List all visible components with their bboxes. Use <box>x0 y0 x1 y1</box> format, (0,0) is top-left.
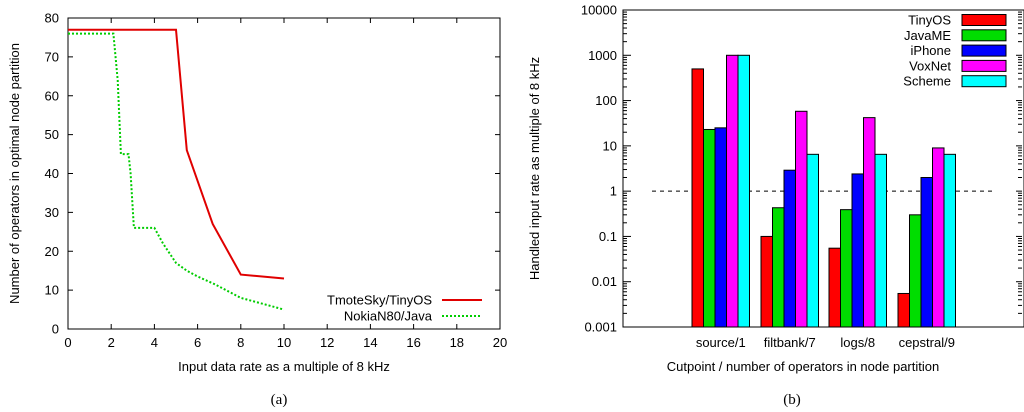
legend-label: Scheme <box>903 74 951 89</box>
series-line-tmotesky <box>68 28 285 280</box>
plot-b-y-axis-label: Handled input rate as multiple of 8 kHz <box>527 57 542 280</box>
plot-b-frame <box>622 9 1024 328</box>
x-tick-label: 10 <box>277 335 291 350</box>
y-tick-label: 70 <box>45 49 59 64</box>
y-tick-label: 30 <box>45 205 59 220</box>
y-tick-label: 20 <box>45 244 59 259</box>
legend-swatch <box>961 59 1007 72</box>
x-tick-label: 12 <box>320 335 334 350</box>
line-chart-panel-a: 0 2 4 6 8 10 12 14 16 18 20 0 10 20 30 40 50 60 70 80 Input… <box>7 11 507 409</box>
bar-tinyos-logs <box>828 247 841 328</box>
bar-voxnet-source <box>726 54 739 328</box>
legend-swatch <box>961 44 1007 57</box>
bar-voxnet-logs <box>863 117 876 328</box>
legend-label: JavaME <box>904 28 951 43</box>
x-category-label: filtbank/7 <box>764 335 816 350</box>
legend-swatch <box>961 75 1007 88</box>
plot-a-y-axis-label: Number of operators in optimal node part… <box>7 43 22 304</box>
y-tick-label: 0.01 <box>592 274 617 289</box>
x-tick-label: 20 <box>493 335 507 350</box>
y-tick-label: 0 <box>52 322 59 337</box>
bar-javame-filtbank <box>772 207 785 328</box>
x-category-label: cepstral/9 <box>899 335 955 350</box>
y-tick-label: 0.001 <box>584 320 617 335</box>
y-tick-label: 10 <box>603 138 617 153</box>
y-tick-label: 1000 <box>588 48 617 63</box>
bar-javame-logs <box>840 209 853 328</box>
bar-javame-cepstral <box>909 214 922 328</box>
x-category-label: source/1 <box>696 335 746 350</box>
plot-a-series <box>68 28 285 311</box>
legend-label: iPhone <box>911 43 951 58</box>
y-tick-label: 60 <box>45 88 59 103</box>
legend-swatch <box>961 29 1007 42</box>
x-tick-label: 4 <box>151 335 158 350</box>
bar-iphone-cepstral <box>920 177 933 328</box>
x-tick-label: 6 <box>194 335 201 350</box>
bar-scheme-source <box>737 54 750 328</box>
y-tick-label: 10 <box>45 283 59 298</box>
bar-voxnet-filtbank <box>795 110 808 328</box>
bar-tinyos-filtbank <box>760 235 773 328</box>
bar-iphone-source <box>714 127 727 328</box>
plot-a-frame <box>67 17 501 330</box>
legend-label: NokiaN80/Java <box>344 309 433 324</box>
plot-b-caption: (b) <box>783 392 801 408</box>
legend-label: TinyOS <box>908 13 951 28</box>
x-tick-label: 14 <box>363 335 377 350</box>
plot-a-ticks: 0 2 4 6 8 10 12 14 16 18 20 0 10 20 30 40 50 60 70 80 <box>45 11 508 351</box>
bar-tinyos-cepstral <box>897 292 910 328</box>
bar-scheme-filtbank <box>806 153 819 328</box>
x-tick-label: 18 <box>450 335 464 350</box>
plot-a-caption: (a) <box>271 392 288 408</box>
bar-chart-panel-b: 0.001 0.01 0.1 1 10 100 1000 10000 source/1 filtb… <box>527 3 1024 408</box>
plot-b-bars <box>691 54 956 328</box>
y-tick-label: 80 <box>45 11 59 26</box>
bar-tinyos-source <box>691 68 704 328</box>
bar-scheme-logs <box>874 153 887 328</box>
series-line-nokian80 <box>68 32 285 311</box>
bar-voxnet-cepstral <box>932 147 945 328</box>
plot-b-ticks: 0.001 0.01 0.1 1 10 100 1000 10000 source/1 filtb… <box>581 3 1022 350</box>
bar-iphone-logs <box>851 173 864 328</box>
legend-label: VoxNet <box>909 58 951 73</box>
plot-a-x-axis-label: Input data rate as a multiple of 8 kHz <box>178 359 390 374</box>
x-tick-label: 8 <box>237 335 244 350</box>
bar-javame-source <box>703 128 716 328</box>
y-tick-label: 1 <box>610 184 617 199</box>
bar-scheme-cepstral <box>943 153 956 328</box>
y-tick-label: 10000 <box>581 3 617 18</box>
plot-b-x-axis-label: Cutpoint / number of operators in node p… <box>667 359 939 374</box>
x-tick-label: 2 <box>108 335 115 350</box>
legend-label: TmoteSky/TinyOS <box>327 293 432 308</box>
x-category-label: logs/8 <box>840 335 875 350</box>
x-tick-label: 0 <box>64 335 71 350</box>
y-tick-label: 40 <box>45 166 59 181</box>
y-tick-label: 100 <box>595 93 617 108</box>
y-tick-label: 0.1 <box>599 229 617 244</box>
y-tick-label: 50 <box>45 127 59 142</box>
bar-iphone-filtbank <box>783 169 796 328</box>
x-tick-label: 16 <box>406 335 420 350</box>
legend-swatch <box>961 14 1007 26</box>
